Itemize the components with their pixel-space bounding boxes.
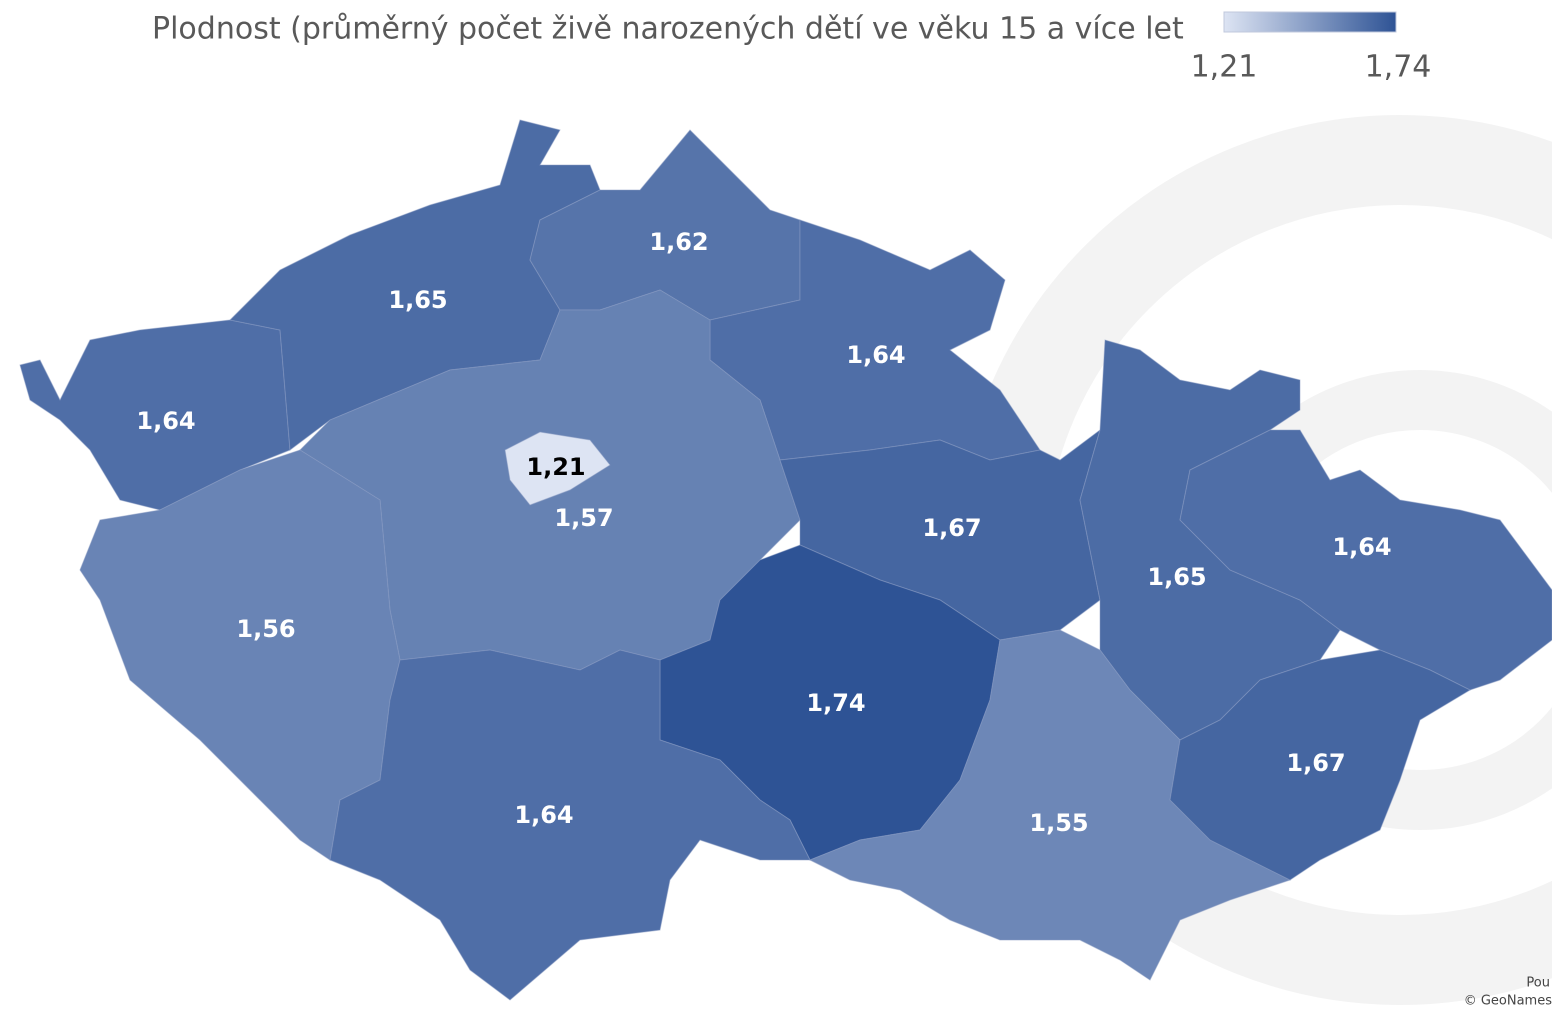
region-label: 1,56 [236,615,295,643]
attribution: Pou [1526,976,1550,991]
region-label: 1,55 [1029,809,1088,837]
region [1179,429,1552,691]
region-label: 1,64 [1332,533,1391,561]
region-label: 1,65 [388,286,447,314]
legend-min: 1,21 [1191,50,1258,85]
region [808,629,1292,981]
region [329,649,811,1001]
region [504,431,611,506]
attribution: © GeoNames [1464,994,1552,1009]
region-label: 1,21 [526,453,585,481]
region-label: 1,65 [1147,563,1206,591]
region [1169,649,1472,881]
map-title: Plodnost (průměrný počet živě narozených… [152,12,1184,47]
legend-max: 1,74 [1365,50,1432,85]
region-label: 1,74 [806,689,865,717]
region-label: 1,62 [649,228,708,256]
region-label: 1,64 [846,341,905,369]
region-label: 1,67 [1286,749,1345,777]
region-label: 1,64 [514,801,573,829]
region [79,449,401,861]
region [529,129,801,321]
region-label: 1,57 [554,504,613,532]
region-label: 1,67 [922,514,981,542]
legend-gradient [1223,11,1397,33]
region-label: 1,64 [136,407,195,435]
